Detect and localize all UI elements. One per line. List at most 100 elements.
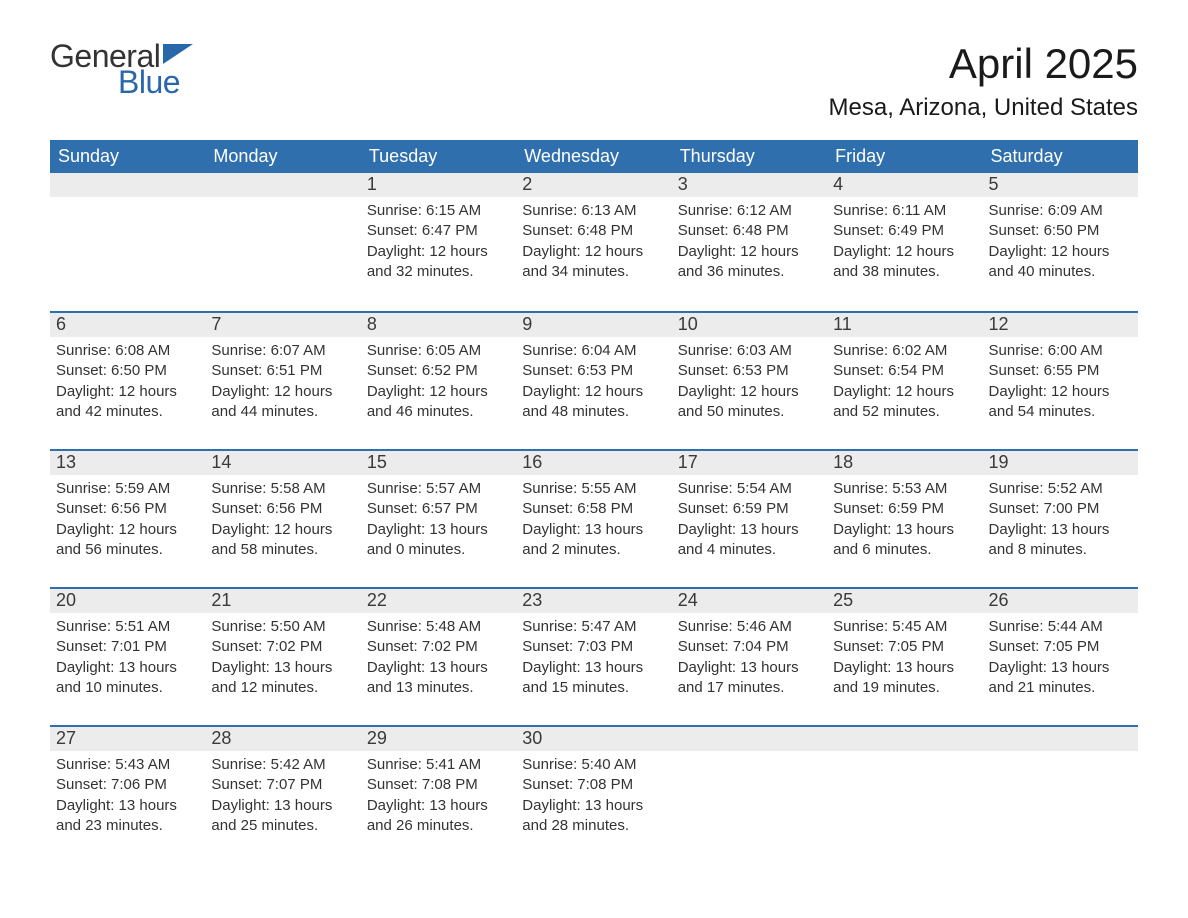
sunset-text: Sunset: 6:50 PM — [56, 361, 199, 381]
day-body: Sunrise: 5:40 AMSunset: 7:08 PMDaylight:… — [516, 751, 671, 844]
daylight-text: Daylight: 13 hours and 25 minutes. — [211, 796, 354, 837]
day-body: Sunrise: 6:04 AMSunset: 6:53 PMDaylight:… — [516, 337, 671, 430]
calendar-day: 1Sunrise: 6:15 AMSunset: 6:47 PMDaylight… — [361, 173, 516, 311]
sunrise-text: Sunrise: 5:53 AM — [833, 479, 976, 499]
sunrise-text: Sunrise: 5:44 AM — [989, 617, 1132, 637]
day-body: Sunrise: 5:44 AMSunset: 7:05 PMDaylight:… — [983, 613, 1138, 706]
day-number: 5 — [983, 173, 1138, 196]
sunrise-text: Sunrise: 5:55 AM — [522, 479, 665, 499]
sunrise-text: Sunrise: 5:41 AM — [367, 755, 510, 775]
day-body — [672, 751, 827, 763]
day-number: 20 — [50, 589, 205, 612]
sunset-text: Sunset: 6:56 PM — [211, 499, 354, 519]
daylight-text: Daylight: 12 hours and 58 minutes. — [211, 520, 354, 561]
calendar-day: 9Sunrise: 6:04 AMSunset: 6:53 PMDaylight… — [516, 313, 671, 449]
sunrise-text: Sunrise: 6:13 AM — [522, 201, 665, 221]
day-number-row: 23 — [516, 589, 671, 613]
day-body: Sunrise: 6:05 AMSunset: 6:52 PMDaylight:… — [361, 337, 516, 430]
sunset-text: Sunset: 7:02 PM — [211, 637, 354, 657]
day-number-row: 30 — [516, 727, 671, 751]
day-body: Sunrise: 5:55 AMSunset: 6:58 PMDaylight:… — [516, 475, 671, 568]
day-number-row: 24 — [672, 589, 827, 613]
day-number: 26 — [983, 589, 1138, 612]
sunset-text: Sunset: 6:59 PM — [833, 499, 976, 519]
daylight-text: Daylight: 13 hours and 12 minutes. — [211, 658, 354, 699]
calendar-day: 21 Sunrise: 5:50 AMSunset: 7:02 PMDayligh… — [205, 589, 360, 725]
daylight-text: Daylight: 12 hours and 44 minutes. — [211, 382, 354, 423]
day-number: 29 — [361, 727, 516, 750]
daylight-text: Daylight: 12 hours and 40 minutes. — [989, 242, 1132, 283]
calendar-day: 16Sunrise: 5:55 AMSunset: 6:58 PMDayligh… — [516, 451, 671, 587]
day-number-row — [827, 727, 982, 751]
sunrise-text: Sunrise: 6:11 AM — [833, 201, 976, 221]
calendar-day: 23Sunrise: 5:47 AMSunset: 7:03 PMDayligh… — [516, 589, 671, 725]
weekday-header: Tuesday — [361, 140, 516, 173]
calendar-day: 24Sunrise: 5:46 AMSunset: 7:04 PMDayligh… — [672, 589, 827, 725]
sunset-text: Sunset: 7:08 PM — [522, 775, 665, 795]
daylight-text: Daylight: 13 hours and 26 minutes. — [367, 796, 510, 837]
sunset-text: Sunset: 6:51 PM — [211, 361, 354, 381]
day-number-row — [50, 173, 205, 197]
day-number: 13 — [50, 451, 205, 474]
day-number-row: 9 — [516, 313, 671, 337]
sunrise-text: Sunrise: 6:12 AM — [678, 201, 821, 221]
day-number: 8 — [361, 313, 516, 336]
header: General Blue April 2025 Mesa, Arizona, U… — [50, 40, 1138, 122]
weekday-header: Thursday — [672, 140, 827, 173]
day-number-row: 25 — [827, 589, 982, 613]
day-body — [50, 197, 205, 209]
daylight-text: Daylight: 13 hours and 28 minutes. — [522, 796, 665, 837]
sunset-text: Sunset: 6:53 PM — [522, 361, 665, 381]
day-number-row: 4 — [827, 173, 982, 197]
day-body: Sunrise: 6:08 AMSunset: 6:50 PMDaylight:… — [50, 337, 205, 430]
sunrise-text: Sunrise: 5:50 AM — [211, 617, 354, 637]
day-number: 30 — [516, 727, 671, 750]
calendar-day: 5Sunrise: 6:09 AMSunset: 6:50 PMDaylight… — [983, 173, 1138, 311]
sunset-text: Sunset: 6:47 PM — [367, 221, 510, 241]
sunrise-text: Sunrise: 5:45 AM — [833, 617, 976, 637]
weekday-header: Sunday — [50, 140, 205, 173]
calendar-day — [50, 173, 205, 311]
day-number: 19 — [983, 451, 1138, 474]
day-number-row: 29 — [361, 727, 516, 751]
sunset-text: Sunset: 7:00 PM — [989, 499, 1132, 519]
day-number-row: 11 — [827, 313, 982, 337]
sunset-text: Sunset: 6:58 PM — [522, 499, 665, 519]
daylight-text: Daylight: 12 hours and 46 minutes. — [367, 382, 510, 423]
day-number: 21 — [205, 589, 360, 612]
day-body: Sunrise: 6:03 AMSunset: 6:53 PMDaylight:… — [672, 337, 827, 430]
day-number: 4 — [827, 173, 982, 196]
sunrise-text: Sunrise: 5:46 AM — [678, 617, 821, 637]
logo-word-blue: Blue — [118, 66, 193, 98]
sunrise-text: Sunrise: 6:15 AM — [367, 201, 510, 221]
calendar-day — [827, 727, 982, 863]
day-number — [983, 727, 1138, 729]
calendar-day: 27Sunrise: 5:43 AMSunset: 7:06 PMDayligh… — [50, 727, 205, 863]
day-number-row: 13 — [50, 451, 205, 475]
sunrise-text: Sunrise: 6:05 AM — [367, 341, 510, 361]
day-body: Sunrise: 5:53 AMSunset: 6:59 PMDaylight:… — [827, 475, 982, 568]
weekday-header-row: SundayMondayTuesdayWednesdayThursdayFrid… — [50, 140, 1138, 173]
calendar-week: 27Sunrise: 5:43 AMSunset: 7:06 PMDayligh… — [50, 725, 1138, 863]
day-body: Sunrise: 5:42 AMSunset: 7:07 PMDaylight:… — [205, 751, 360, 844]
sunset-text: Sunset: 6:57 PM — [367, 499, 510, 519]
calendar-day: 20Sunrise: 5:51 AMSunset: 7:01 PMDayligh… — [50, 589, 205, 725]
calendar-day: 28Sunrise: 5:42 AMSunset: 7:07 PMDayligh… — [205, 727, 360, 863]
day-number: 9 — [516, 313, 671, 336]
day-body: Sunrise: 5:41 AMSunset: 7:08 PMDaylight:… — [361, 751, 516, 844]
day-number-row — [983, 727, 1138, 751]
calendar-day — [983, 727, 1138, 863]
sunrise-text: Sunrise: 5:40 AM — [522, 755, 665, 775]
day-body: Sunrise: 5:48 AMSunset: 7:02 PMDaylight:… — [361, 613, 516, 706]
day-number: 12 — [983, 313, 1138, 336]
sunset-text: Sunset: 7:02 PM — [367, 637, 510, 657]
sunrise-text: Sunrise: 5:52 AM — [989, 479, 1132, 499]
sunset-text: Sunset: 7:05 PM — [833, 637, 976, 657]
calendar-day: 15Sunrise: 5:57 AMSunset: 6:57 PMDayligh… — [361, 451, 516, 587]
day-body: Sunrise: 5:43 AMSunset: 7:06 PMDaylight:… — [50, 751, 205, 844]
month-title: April 2025 — [829, 40, 1139, 88]
day-number — [672, 727, 827, 729]
day-number-row: 21 — [205, 589, 360, 613]
day-body: Sunrise: 5:46 AMSunset: 7:04 PMDaylight:… — [672, 613, 827, 706]
day-number-row — [672, 727, 827, 751]
